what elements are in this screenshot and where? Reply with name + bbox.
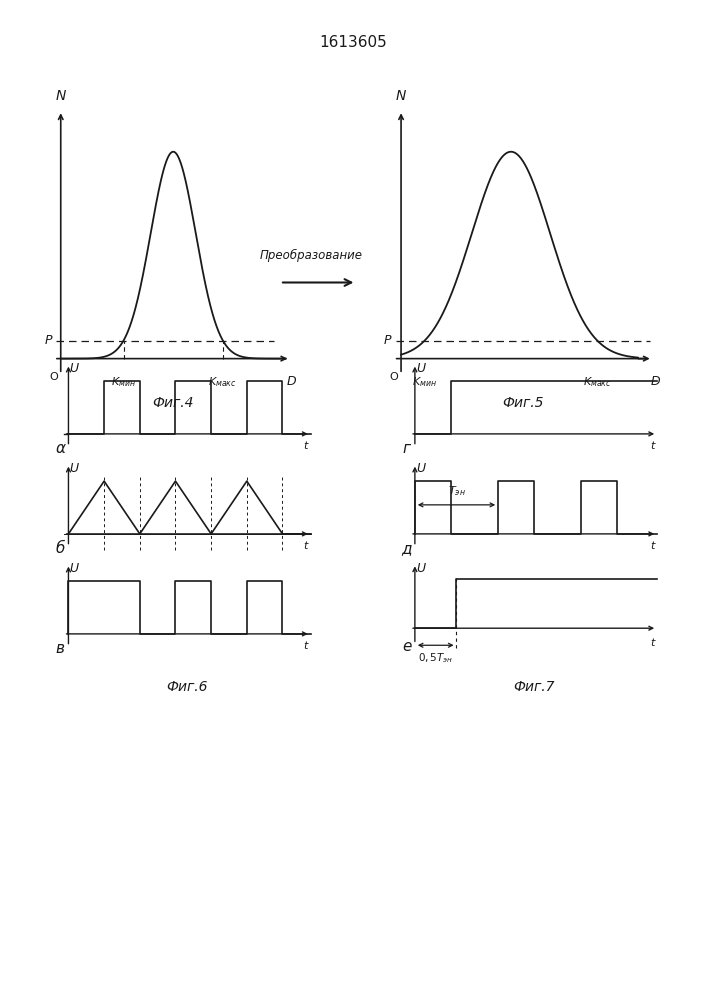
Text: д: д — [402, 541, 411, 556]
Text: Фиг.6: Фиг.6 — [167, 680, 208, 694]
Text: U: U — [416, 462, 425, 475]
Text: P: P — [45, 334, 52, 347]
Text: в: в — [56, 641, 64, 656]
Text: t: t — [650, 638, 654, 648]
Text: t: t — [303, 541, 308, 551]
Text: Фиг.7: Фиг.7 — [513, 680, 554, 694]
Text: N: N — [396, 89, 407, 103]
Text: t: t — [650, 541, 654, 551]
Text: U: U — [69, 562, 78, 575]
Text: U: U — [416, 562, 425, 575]
Text: O: O — [49, 372, 59, 382]
Text: е: е — [402, 639, 411, 654]
Text: Фиг.5: Фиг.5 — [503, 396, 544, 410]
Text: Преобразование: Преобразование — [259, 248, 363, 262]
Text: $K_{макс}$: $K_{макс}$ — [209, 375, 238, 389]
Text: $Т_{эн}$: $Т_{эн}$ — [448, 484, 465, 498]
Text: $0,5Т_{эн}$: $0,5Т_{эн}$ — [418, 651, 453, 665]
Text: P: P — [384, 334, 391, 347]
Text: 1613605: 1613605 — [320, 35, 387, 50]
Text: Фиг.4: Фиг.4 — [153, 396, 194, 410]
Text: N: N — [56, 89, 66, 103]
Text: U: U — [69, 462, 78, 475]
Text: $K_{мин}$: $K_{мин}$ — [111, 375, 136, 389]
Text: t: t — [303, 441, 308, 451]
Text: D: D — [287, 375, 296, 388]
Text: U: U — [416, 362, 425, 375]
Text: б: б — [55, 541, 65, 556]
Text: t: t — [303, 641, 308, 651]
Text: U: U — [69, 362, 78, 375]
Text: α: α — [55, 441, 65, 456]
Text: г: г — [402, 441, 411, 456]
Text: O: O — [390, 372, 398, 382]
Text: $K_{макс}$: $K_{макс}$ — [583, 375, 612, 389]
Text: D: D — [650, 375, 660, 388]
Text: t: t — [650, 441, 654, 451]
Text: $K_{мин}$: $K_{мин}$ — [412, 375, 437, 389]
